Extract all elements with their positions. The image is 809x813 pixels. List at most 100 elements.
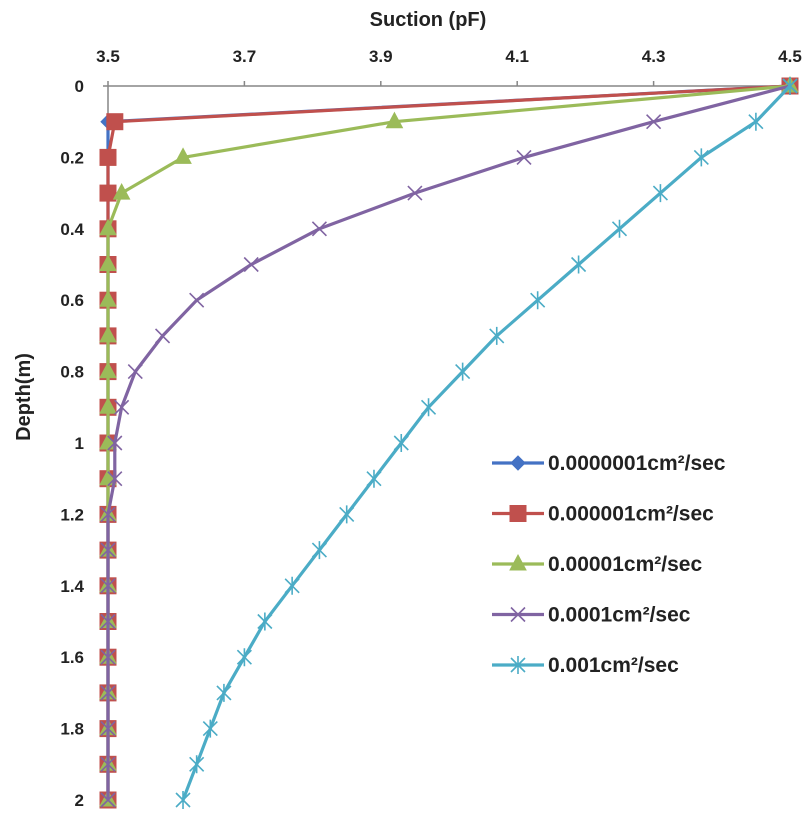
- data-point: [311, 221, 327, 237]
- data-point: [100, 649, 116, 665]
- data-point: [99, 397, 117, 414]
- data-point: [257, 612, 273, 631]
- data-point: [100, 506, 116, 522]
- data-point: [127, 364, 143, 380]
- series-5: [175, 77, 798, 809]
- data-point: [311, 541, 327, 560]
- data-point: [385, 111, 404, 129]
- y-tick-label: 1.6: [60, 648, 84, 667]
- x-tick-label: 4.1: [505, 47, 529, 66]
- data-point: [646, 114, 662, 130]
- data-point: [236, 648, 252, 667]
- data-point: [530, 291, 546, 310]
- series-line: [181, 84, 792, 801]
- data-point: [407, 185, 423, 201]
- y-tick-label: 0.8: [60, 363, 84, 382]
- data-point: [107, 435, 123, 451]
- data-point: [100, 792, 116, 808]
- legend-item: 0.0000001cm²/sec: [492, 452, 726, 475]
- data-point: [243, 256, 259, 273]
- legend-marker: [510, 656, 526, 674]
- data-point: [693, 148, 709, 167]
- data-point: [189, 292, 205, 308]
- series-line: [106, 84, 791, 800]
- x-tick-label: 3.7: [233, 47, 257, 66]
- data-point: [100, 756, 116, 772]
- data-point: [99, 325, 117, 343]
- data-point: [154, 328, 171, 344]
- x-ticks: 3.5 3.7 3.9 4.1 4.3 4.5: [96, 47, 802, 86]
- data-point: [366, 469, 382, 488]
- data-point: [99, 254, 117, 271]
- y-tick-label: 1.4: [60, 577, 84, 596]
- data-point: [107, 471, 123, 487]
- series-1: [100, 78, 798, 808]
- data-point: [216, 683, 232, 702]
- legend: 0.0000001cm²/sec 0.000001cm²/sec 0.00001cm…: [492, 452, 726, 677]
- series-line: [106, 84, 791, 800]
- x-tick-label: 3.5: [96, 47, 120, 66]
- data-point: [100, 613, 116, 630]
- series-2: [99, 77, 799, 809]
- legend-item: 0.0001cm²/sec: [492, 604, 691, 627]
- legend-marker: [510, 455, 526, 471]
- legend-label: 0.000001cm²/sec: [548, 503, 714, 526]
- data-point: [100, 685, 116, 701]
- y-axis-title: Depth(m): [13, 353, 35, 441]
- data-point: [174, 147, 192, 164]
- x-tick-label: 4.3: [642, 47, 666, 66]
- x-tick-label: 4.5: [778, 47, 802, 66]
- data-point: [189, 755, 205, 774]
- legend-marker: [509, 553, 527, 571]
- data-point: [99, 218, 117, 236]
- data-point: [571, 255, 587, 274]
- legend-marker: [509, 505, 527, 522]
- legend-label: 0.00001cm²/sec: [548, 553, 702, 576]
- data-point: [393, 434, 409, 452]
- series-layer: [99, 75, 799, 809]
- data-point: [99, 184, 117, 202]
- y-tick-label: 1.8: [60, 720, 84, 739]
- series-line: [106, 84, 791, 800]
- y-tick-label: 0.2: [60, 148, 84, 167]
- x-tick-label: 3.9: [369, 47, 393, 66]
- series-line: [106, 84, 791, 800]
- y-tick-label: 1.2: [60, 505, 84, 524]
- data-point: [175, 791, 191, 809]
- data-point: [100, 721, 116, 737]
- data-point: [652, 184, 668, 203]
- data-point: [202, 719, 218, 738]
- data-point: [420, 398, 437, 417]
- legend-label: 0.001cm²/sec: [548, 654, 679, 677]
- legend-item: 0.000001cm²/sec: [492, 503, 714, 526]
- data-point: [112, 183, 131, 200]
- y-tick-label: 0: [75, 77, 84, 96]
- data-point: [611, 219, 628, 238]
- legend-marker: [510, 606, 526, 623]
- data-point: [114, 399, 130, 415]
- y-tick-label: 0.4: [60, 220, 84, 239]
- legend-label: 0.0001cm²/sec: [548, 604, 691, 627]
- y-tick-label: 1: [75, 434, 84, 453]
- plot-area: 3.5 3.7 3.9 4.1 4.3 4.5 0 0.2 0.4 0.6 0.8 1 1.2 1.4 1…: [60, 47, 801, 810]
- y-tick-label: 0.6: [60, 291, 84, 310]
- y-tick-label: 2: [75, 791, 84, 810]
- data-point: [339, 505, 355, 524]
- legend-label: 0.0000001cm²/sec: [548, 452, 726, 475]
- x-axis-title: Suction (pF): [370, 9, 487, 31]
- series-3: [99, 75, 799, 807]
- data-point: [99, 361, 117, 379]
- legend-item: 0.001cm²/sec: [492, 654, 679, 677]
- data-point: [100, 578, 116, 594]
- data-point: [489, 326, 505, 345]
- legend-item: 0.00001cm²/sec: [492, 553, 702, 576]
- data-point: [99, 148, 117, 166]
- data-point: [782, 77, 798, 95]
- data-point: [748, 112, 764, 131]
- data-point: [100, 542, 116, 558]
- series-4: [100, 78, 798, 808]
- data-point: [455, 362, 471, 381]
- data-point: [284, 576, 300, 595]
- data-point: [516, 149, 532, 165]
